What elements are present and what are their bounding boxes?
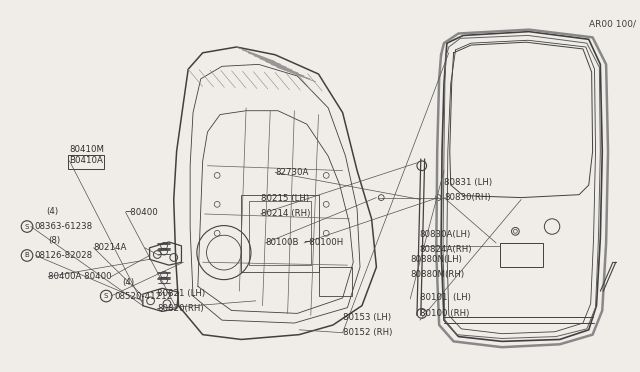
Bar: [68, 155, 104, 169]
Text: 80400A 80400: 80400A 80400: [48, 272, 112, 281]
Text: 80880N(LH): 80880N(LH): [410, 255, 462, 264]
Text: S: S: [25, 224, 29, 230]
Text: 82730A: 82730A: [275, 168, 308, 177]
Text: (4): (4): [123, 278, 134, 287]
Text: B0410A: B0410A: [70, 156, 104, 166]
Text: 80831 (LH): 80831 (LH): [444, 178, 492, 187]
Text: AR00 100/: AR00 100/: [589, 19, 636, 28]
Text: (4): (4): [46, 206, 58, 216]
Text: 08363-61238: 08363-61238: [35, 222, 93, 231]
Bar: [249, 202, 311, 265]
Text: ─80100H: ─80100H: [304, 238, 343, 247]
Text: (8): (8): [48, 235, 60, 244]
Text: 80100B: 80100B: [266, 238, 299, 247]
Text: 80215 (LH): 80215 (LH): [260, 194, 308, 203]
Bar: [319, 267, 352, 296]
Bar: [241, 195, 319, 272]
Text: 80214A: 80214A: [93, 243, 127, 252]
Text: 80820(RH): 80820(RH): [157, 304, 204, 313]
Bar: [500, 243, 543, 267]
Text: 80824A(RH): 80824A(RH): [420, 245, 472, 254]
Text: 08126-82028: 08126-82028: [35, 251, 93, 260]
Text: 08520-41212: 08520-41212: [114, 292, 172, 301]
Text: 80153 (LH): 80153 (LH): [342, 313, 391, 322]
Text: S: S: [104, 293, 108, 299]
Text: 80100 (RH): 80100 (RH): [420, 309, 469, 318]
Text: 80880M(RH): 80880M(RH): [410, 270, 464, 279]
Text: 80830(RH): 80830(RH): [444, 193, 491, 202]
Text: 80821 (LH): 80821 (LH): [157, 289, 205, 298]
Text: 80410M: 80410M: [70, 145, 104, 154]
Text: 80101  (LH): 80101 (LH): [420, 294, 470, 302]
Text: 80152 (RH): 80152 (RH): [342, 328, 392, 337]
Text: ─80400: ─80400: [125, 208, 158, 217]
Text: 80830A(LH): 80830A(LH): [420, 230, 471, 239]
Text: B: B: [25, 253, 29, 259]
Text: 80214 (RH): 80214 (RH): [260, 209, 310, 218]
